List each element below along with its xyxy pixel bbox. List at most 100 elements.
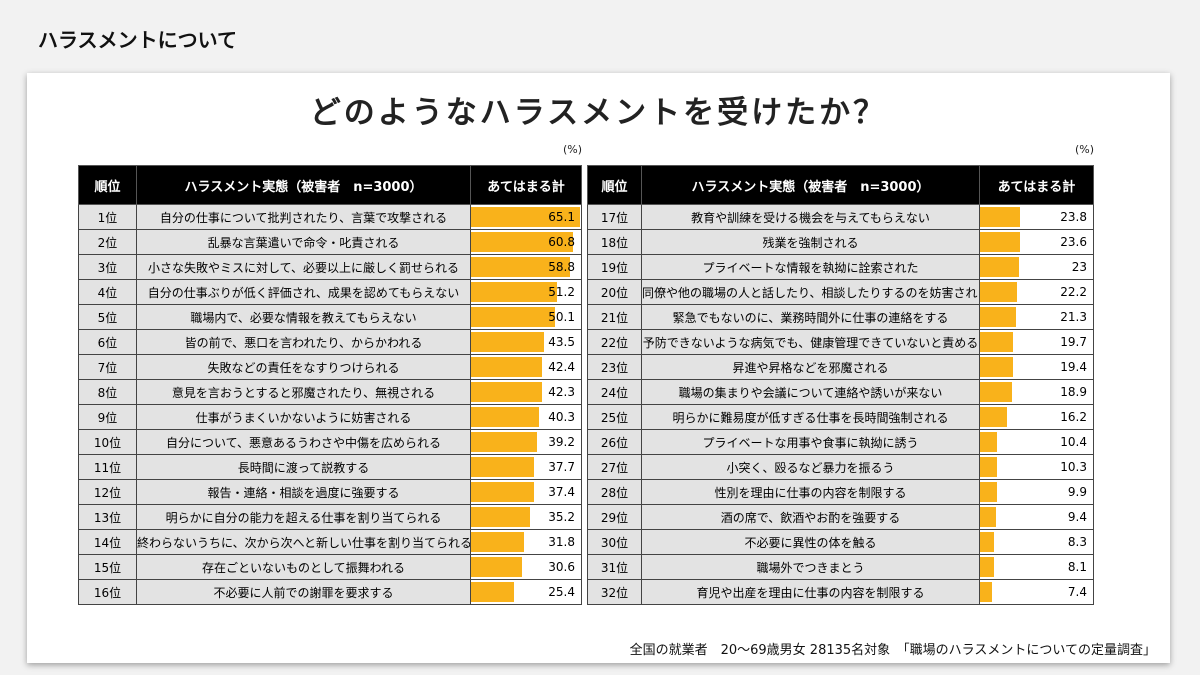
value-label: 9.9 xyxy=(1067,485,1087,499)
rank-cell: 21位 xyxy=(587,304,642,330)
rank-cell: 28位 xyxy=(587,479,642,505)
rank-cell: 23位 xyxy=(587,354,642,380)
rank-cell: 30位 xyxy=(587,529,642,555)
rank-cell: 2位 xyxy=(78,229,137,255)
item-cell: 自分について、悪意あるうわさや中傷を広められる xyxy=(136,429,471,455)
value-label: 10.4 xyxy=(1060,435,1087,449)
value-label: 19.4 xyxy=(1060,360,1087,374)
value-cell: 8.1 xyxy=(979,554,1094,580)
value-cell: 10.4 xyxy=(979,429,1094,455)
value-bar xyxy=(471,407,539,427)
value-label: 60.8 xyxy=(548,235,575,249)
value-cell: 19.7 xyxy=(979,329,1094,355)
table-row: 8位 意見を言おうとすると邪魔されたり、無視される 42.3 xyxy=(78,379,582,405)
table-block: (%) 順位 ハラスメント実態（被害者 n=3000） あてはまる計 17位 教育や訓練を… xyxy=(587,143,1094,605)
value-cell: 23 xyxy=(979,254,1094,280)
value-label: 50.1 xyxy=(548,310,575,324)
value-bar xyxy=(980,232,1020,252)
value-cell: 23.6 xyxy=(979,229,1094,255)
table-row: 13位 明らかに自分の能力を超える仕事を割り当てられる 35.2 xyxy=(78,504,582,530)
item-cell: 職場の集まりや会議について連絡や誘いが来ない xyxy=(641,379,980,405)
value-bar xyxy=(980,307,1016,327)
rank-cell: 1位 xyxy=(78,204,137,230)
item-cell: プライベートな情報を執拗に詮索された xyxy=(641,254,980,280)
value-label: 16.2 xyxy=(1060,410,1087,424)
item-cell: 酒の席で、飲酒やお酌を強要する xyxy=(641,504,980,530)
value-bar xyxy=(980,432,998,452)
header-row: 順位 ハラスメント実態（被害者 n=3000） あてはまる計 xyxy=(78,165,582,205)
value-label: 19.7 xyxy=(1060,335,1087,349)
column-header: 順位 xyxy=(587,165,642,205)
table-row: 22位 予防できないような病気でも、健康管理できていないと責める 19.7 xyxy=(587,329,1094,355)
value-cell: 23.8 xyxy=(979,204,1094,230)
value-label: 10.3 xyxy=(1060,460,1087,474)
rank-cell: 7位 xyxy=(78,354,137,380)
item-cell: プライベートな用事や食事に執拗に誘う xyxy=(641,429,980,455)
value-label: 35.2 xyxy=(548,510,575,524)
value-cell: 40.3 xyxy=(470,404,582,430)
value-cell: 60.8 xyxy=(470,229,582,255)
item-cell: 明らかに難易度が低すぎる仕事を長時間強制される xyxy=(641,404,980,430)
value-bar xyxy=(980,407,1008,427)
rank-cell: 16位 xyxy=(78,579,137,605)
rank-cell: 14位 xyxy=(78,529,137,555)
value-label: 25.4 xyxy=(548,585,575,599)
value-bar xyxy=(471,332,545,352)
value-cell: 22.2 xyxy=(979,279,1094,305)
table-row: 14位 終わらないうちに、次から次へと新しい仕事を割り当てられる 31.8 xyxy=(78,529,582,555)
rank-cell: 3位 xyxy=(78,254,137,280)
value-bar xyxy=(471,532,525,552)
rank-cell: 6位 xyxy=(78,329,137,355)
value-label: 30.6 xyxy=(548,560,575,574)
value-bar xyxy=(980,207,1020,227)
value-cell: 16.2 xyxy=(979,404,1094,430)
rank-cell: 27位 xyxy=(587,454,642,480)
value-label: 39.2 xyxy=(548,435,575,449)
value-bar xyxy=(980,557,994,577)
table-row: 6位 皆の前で、悪口を言われたり、からかわれる 43.5 xyxy=(78,329,582,355)
table-row: 16位 不必要に人前での謝罪を要求する 25.4 xyxy=(78,579,582,605)
value-bar xyxy=(980,332,1014,352)
item-cell: 小さな失敗やミスに対して、必要以上に厳しく罰せられる xyxy=(136,254,471,280)
value-bar xyxy=(980,457,998,477)
table-row: 19位 プライベートな情報を執拗に詮索された 23 xyxy=(587,254,1094,280)
item-cell: 予防できないような病気でも、健康管理できていないと責める xyxy=(641,329,980,355)
value-bar xyxy=(980,582,993,602)
value-label: 42.3 xyxy=(548,385,575,399)
table-row: 10位 自分について、悪意あるうわさや中傷を広められる 39.2 xyxy=(78,429,582,455)
item-cell: 皆の前で、悪口を言われたり、からかわれる xyxy=(136,329,471,355)
value-label: 18.9 xyxy=(1060,385,1087,399)
column-header: あてはまる計 xyxy=(470,165,582,205)
value-bar xyxy=(980,507,996,527)
item-cell: 長時間に渡って説教する xyxy=(136,454,471,480)
item-cell: 職場外でつきまとう xyxy=(641,554,980,580)
value-bar xyxy=(980,382,1012,402)
column-header: ハラスメント実態（被害者 n=3000） xyxy=(641,165,980,205)
value-cell: 9.4 xyxy=(979,504,1094,530)
value-label: 8.1 xyxy=(1067,560,1087,574)
rank-cell: 17位 xyxy=(587,204,642,230)
table-row: 7位 失敗などの責任をなすりつけられる 42.4 xyxy=(78,354,582,380)
value-bar xyxy=(471,357,543,377)
item-cell: 仕事がうまくいかないように妨害される xyxy=(136,404,471,430)
table-row: 25位 明らかに難易度が低すぎる仕事を長時間強制される 16.2 xyxy=(587,404,1094,430)
value-cell: 19.4 xyxy=(979,354,1094,380)
rank-cell: 4位 xyxy=(78,279,137,305)
slide-card: どのようなハラスメントを受けたか？ (%) 順位 ハラスメント実態（被害者 n=30… xyxy=(27,73,1170,663)
table-row: 18位 残業を強制される 23.6 xyxy=(587,229,1094,255)
table-row: 5位 職場内で、必要な情報を教えてもらえない 50.1 xyxy=(78,304,582,330)
item-cell: 小突く、殴るなど暴力を振るう xyxy=(641,454,980,480)
item-cell: 存在ごといないものとして振舞われる xyxy=(136,554,471,580)
value-label: 37.7 xyxy=(548,460,575,474)
rank-cell: 11位 xyxy=(78,454,137,480)
table-row: 23位 昇進や昇格などを邪魔される 19.4 xyxy=(587,354,1094,380)
table-row: 24位 職場の集まりや会議について連絡や誘いが来ない 18.9 xyxy=(587,379,1094,405)
item-cell: 報告・連絡・相談を過度に強要する xyxy=(136,479,471,505)
table-row: 12位 報告・連絡・相談を過度に強要する 37.4 xyxy=(78,479,582,505)
table-row: 29位 酒の席で、飲酒やお酌を強要する 9.4 xyxy=(587,504,1094,530)
item-cell: 自分の仕事について批判されたり、言葉で攻撃される xyxy=(136,204,471,230)
value-bar xyxy=(471,507,531,527)
item-cell: 残業を強制される xyxy=(641,229,980,255)
value-label: 21.3 xyxy=(1060,310,1087,324)
